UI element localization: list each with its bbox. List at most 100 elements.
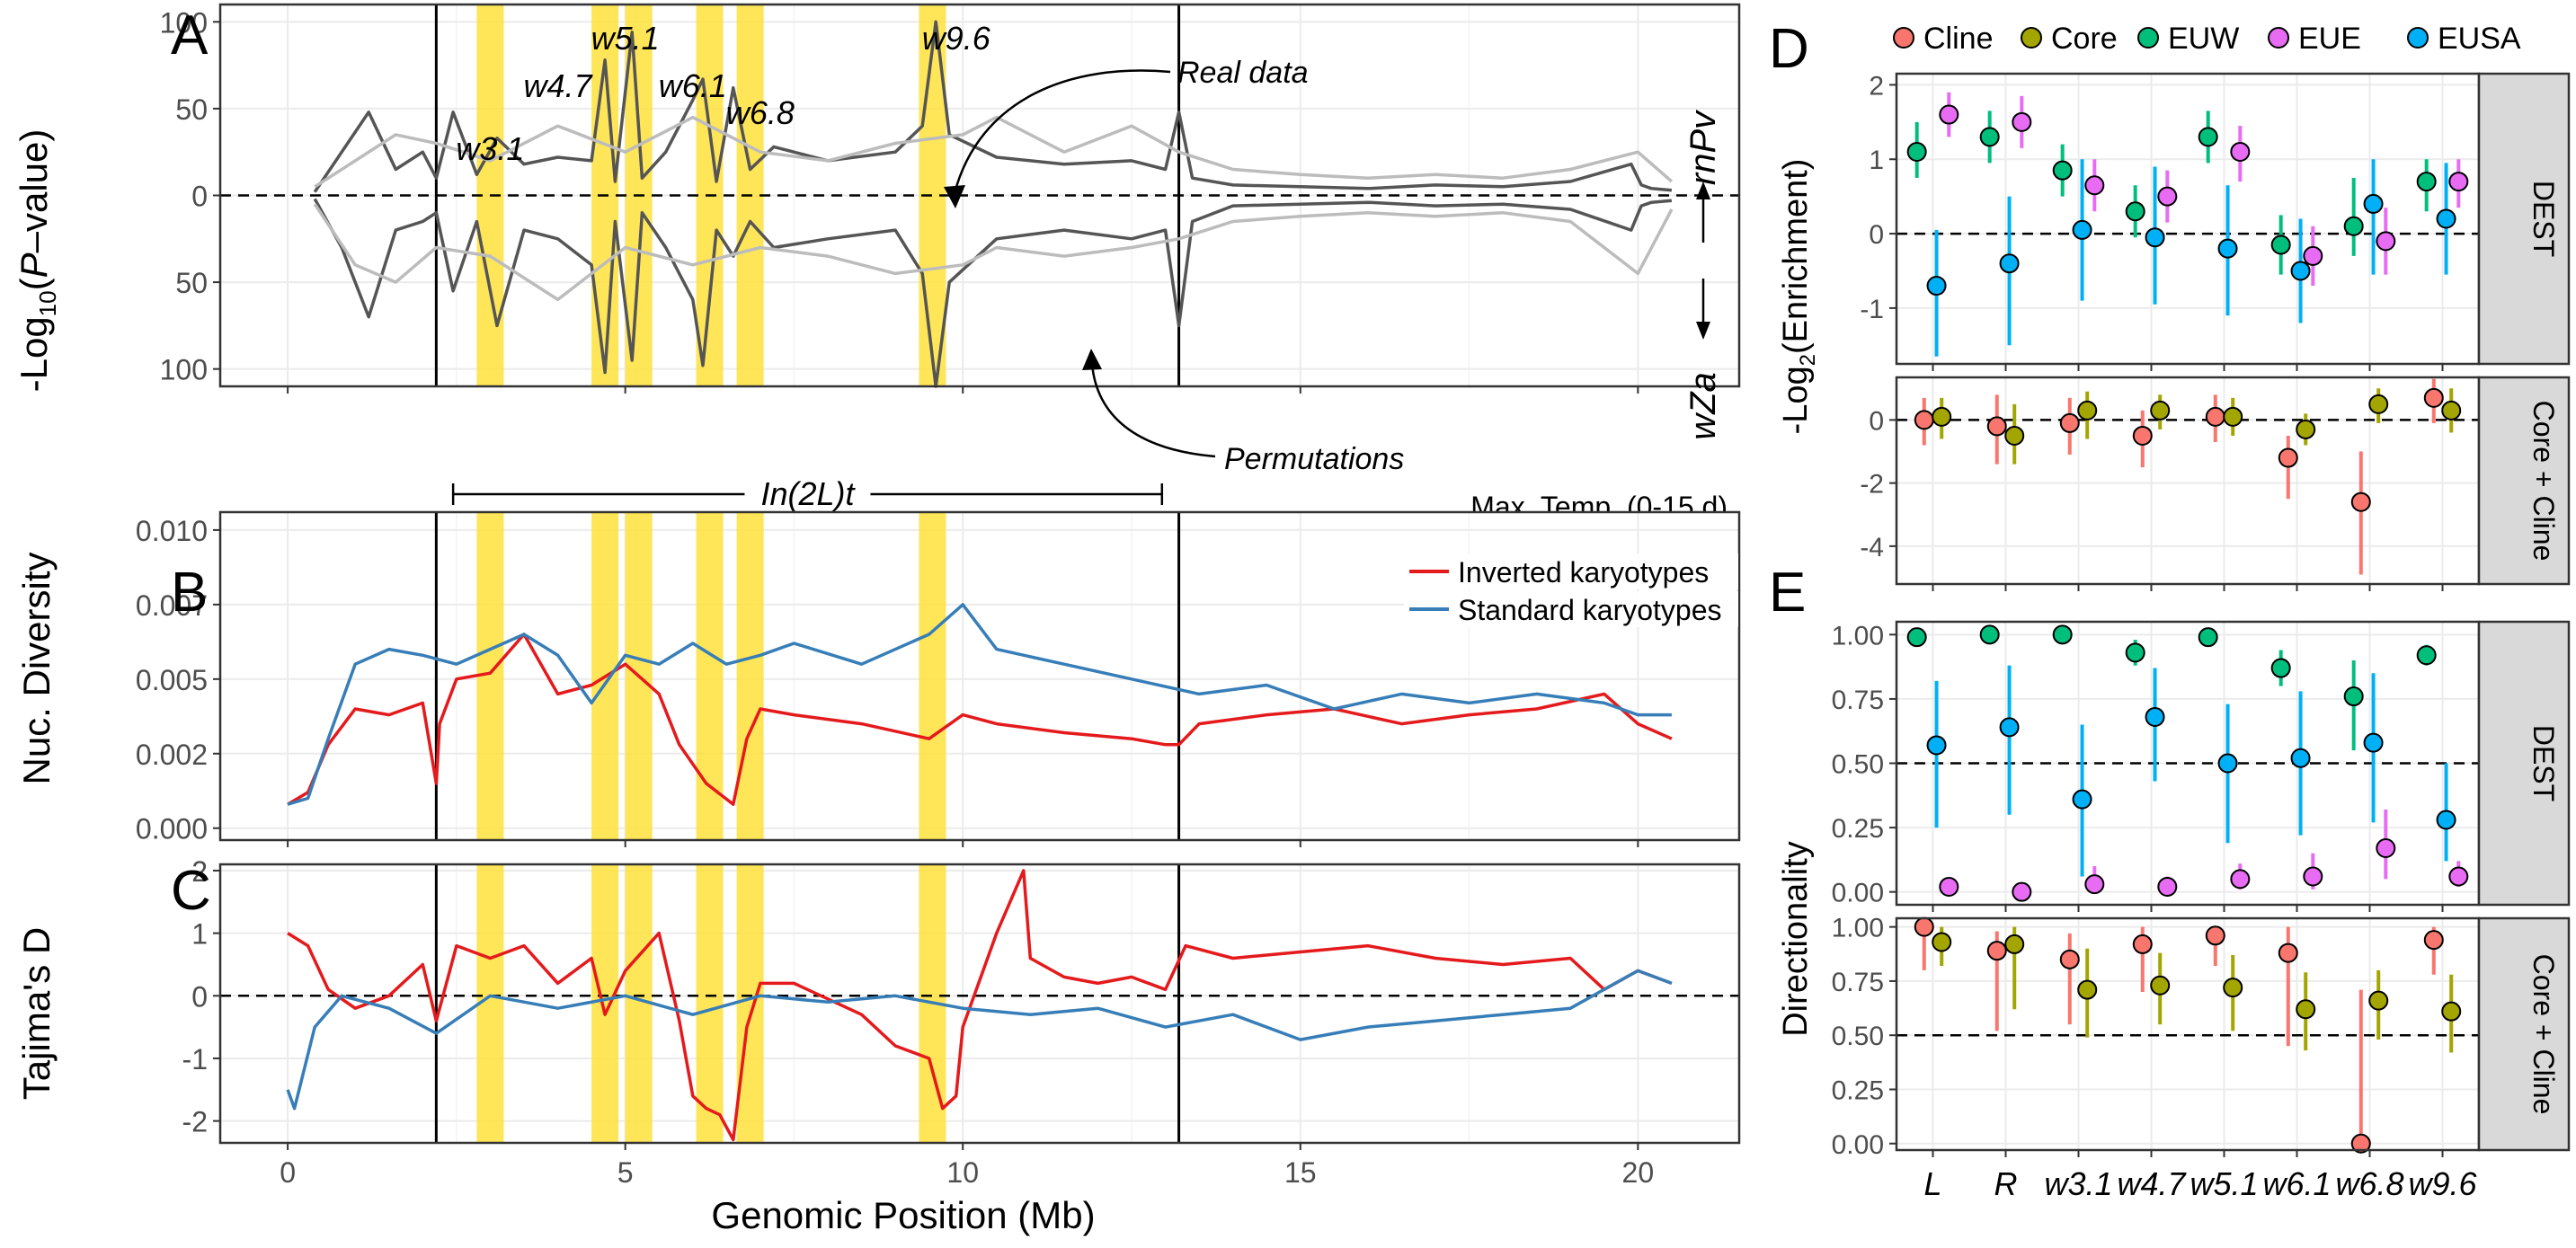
y-tick-label: -2 (182, 1106, 208, 1138)
point-eue (2448, 866, 2469, 887)
panel-a-ylabel-main: -Log (13, 316, 55, 392)
y-tick-label: 0.75 (1832, 968, 1884, 997)
highlight-window (919, 512, 946, 840)
x-category-label: w9.6 (2408, 1165, 2477, 1202)
point-eue (2376, 231, 2396, 252)
series-line-1 (313, 198, 1673, 388)
point-cline (2278, 447, 2298, 468)
point-cline (2132, 934, 2153, 954)
y-tick-label: 0.75 (1832, 686, 1884, 715)
w-label-3-1: w3.1 (456, 130, 524, 167)
series-line-1 (286, 969, 1673, 1111)
y-tick-label: 0.25 (1832, 814, 1884, 844)
annotation-real-data-arrowhead (944, 185, 965, 208)
x-category-label: w5.1 (2190, 1165, 2258, 1202)
y-tick-label: 0 (1869, 406, 1884, 436)
point-cline (1914, 410, 1934, 430)
legend-bg (1404, 591, 1738, 627)
x-category-label: w6.8 (2335, 1165, 2403, 1202)
panel-d-dest: 2 1 0 -1 DEST (1860, 71, 2571, 371)
point-eue (2230, 869, 2251, 890)
panelD2-strip (2477, 376, 2571, 586)
x-category-label: w3.1 (2044, 1165, 2112, 1202)
panel-letter-b: B (171, 562, 208, 624)
panelE2-strip-label: Core + Cline (2527, 954, 2560, 1115)
inversion-label-bg (744, 474, 871, 512)
point-euw (2270, 658, 2291, 678)
legend-key-eusa (2407, 27, 2429, 49)
lower-direction-arrowhead (1696, 322, 1710, 340)
x-tick-label: 5 (617, 1156, 634, 1189)
point-core (2150, 400, 2171, 420)
y-tick-label: 0.00 (1832, 879, 1884, 908)
legend-key-euw (2137, 27, 2159, 49)
point-eusa (2290, 748, 2311, 768)
point-cline (2132, 425, 2153, 446)
panel-c: 210-1-20 5 10 15 20 (182, 855, 1741, 1189)
y-tick-label: 0 (1869, 220, 1884, 250)
legend-d: Cline Core EUW EUE EUSA (1893, 22, 2521, 56)
panel-a-ylabel-sub: 10 (34, 290, 61, 316)
panelD1-bg (1896, 74, 2479, 364)
legend-label-core: Core (2051, 22, 2118, 56)
point-core (2077, 979, 2098, 1000)
point-core (2441, 400, 2462, 420)
point-core (2077, 400, 2098, 420)
point-cline (1986, 941, 2007, 961)
panelE1-strip (2477, 620, 2571, 907)
series-line-1 (287, 603, 1672, 806)
point-core (2368, 394, 2389, 414)
highlight-window (736, 864, 764, 1143)
point-eusa (2290, 261, 2311, 281)
point-cline (2059, 949, 2080, 969)
panel-a-ylabel-open: ( (13, 278, 55, 290)
point-euw (2198, 627, 2218, 648)
point-euw (1906, 141, 1927, 162)
point-eue (1939, 876, 1959, 897)
panel-d-ylabel-rest: (Enrichment) (1777, 159, 1815, 355)
point-euw (2052, 624, 2073, 645)
point-euw (2052, 160, 2073, 181)
legend-label-cline: Cline (1923, 22, 1993, 56)
point-eue (2084, 175, 2105, 196)
legend-label-euw: EUW (2168, 22, 2239, 56)
panelD1-strip (2477, 72, 2571, 366)
panel-letter-a: A (171, 4, 209, 66)
lower-axis-label: wZa (1683, 372, 1723, 440)
w-label-4-7: w4.7 (524, 67, 594, 104)
x-category-label: w6.1 (2262, 1165, 2331, 1202)
point-core (2296, 419, 2316, 439)
annotation-inversion: In(2L)t (760, 475, 856, 512)
w-label-6-8: w6.8 (726, 94, 795, 131)
point-cline (2205, 406, 2225, 427)
highlight-window (591, 864, 619, 1143)
panel-a-ylabel-close: –value) (13, 129, 55, 253)
point-core (1932, 932, 1952, 952)
panelE1-strip-label: DEST (2527, 725, 2560, 801)
y-tick-label: 0 (191, 181, 208, 213)
series-line-0 (287, 869, 1673, 1142)
panel-letter-e: E (1769, 562, 1806, 624)
point-core (2296, 999, 2316, 1020)
point-cline (2059, 412, 2080, 433)
point-eusa (2072, 789, 2092, 810)
point-eue (2230, 141, 2251, 162)
y-tick-label: 0.010 (136, 515, 208, 547)
panel-c-ylabel: Tajima's D (15, 927, 58, 1100)
point-euw (2125, 201, 2145, 222)
y-tick-label: 0.000 (136, 813, 208, 845)
point-cline (2278, 943, 2298, 963)
point-core (2004, 425, 2025, 446)
point-cline (1986, 416, 2007, 437)
point-euw (1906, 627, 1927, 648)
panel-d-ylabel-text: -Log2(Enrichment) (1777, 159, 1820, 435)
highlight-window (736, 512, 764, 840)
legend-label-1: Standard karyotypes (1458, 594, 1722, 626)
point-eue (2084, 874, 2105, 895)
panelD2-strip-label: Core + Cline (2527, 401, 2560, 562)
legend-key-eue (2268, 27, 2289, 49)
point-euw (2416, 172, 2437, 192)
point-euw (2125, 642, 2145, 663)
panel-e-ylabel: Directionality (1777, 841, 1815, 1037)
